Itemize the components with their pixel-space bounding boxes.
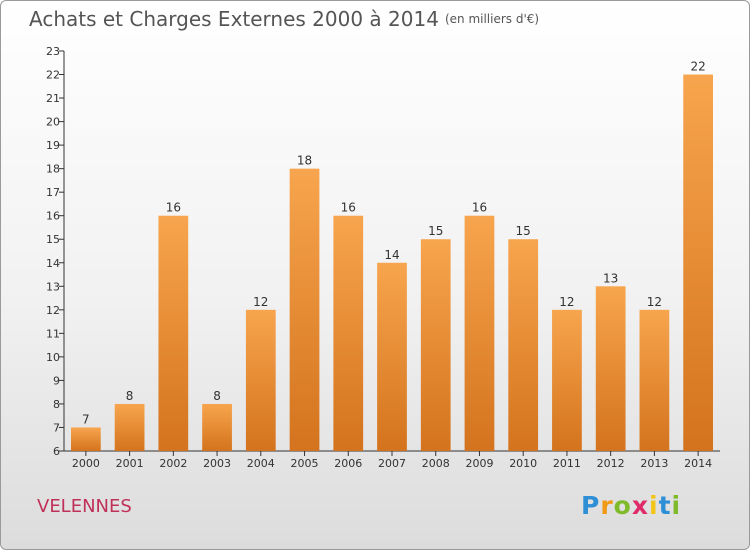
bar xyxy=(158,215,189,451)
data-label: 12 xyxy=(647,295,662,309)
y-tick-label: 9 xyxy=(53,374,60,387)
y-tick-label: 11 xyxy=(46,327,60,340)
logo-letter: i xyxy=(649,491,659,520)
x-tick-label: 2014 xyxy=(684,457,712,470)
x-tick-label: 2008 xyxy=(422,457,450,470)
data-label: 7 xyxy=(82,412,90,426)
bar xyxy=(639,309,670,451)
x-tick-label: 2005 xyxy=(291,457,319,470)
data-label: 8 xyxy=(213,389,221,403)
bar xyxy=(202,403,232,451)
x-tick-label: 2007 xyxy=(378,457,406,470)
y-tick-label: 8 xyxy=(53,398,60,411)
y-tick-label: 17 xyxy=(46,186,60,199)
data-label: 8 xyxy=(126,389,134,403)
bar xyxy=(70,427,101,451)
data-label: 14 xyxy=(384,248,399,262)
y-tick-label: 21 xyxy=(46,92,60,105)
bar xyxy=(595,286,626,451)
y-tick-label: 18 xyxy=(46,163,60,176)
y-tick-label: 19 xyxy=(46,139,60,152)
x-tick-label: 2006 xyxy=(334,457,362,470)
axes: 6 7 8 9 10 11 12 13 14 15 16 17 18 19 20 21 22 23 2000 2001… xyxy=(46,45,720,470)
data-label: 12 xyxy=(253,295,268,309)
logo-letter: P xyxy=(581,491,601,520)
bar xyxy=(333,215,364,451)
y-tick-label: 7 xyxy=(53,421,60,434)
bar xyxy=(552,309,582,451)
x-tick-label: 2009 xyxy=(465,457,493,470)
y-tick-label: 6 xyxy=(53,445,60,458)
x-tick-label: 2013 xyxy=(640,457,668,470)
bar xyxy=(508,239,539,451)
data-label: 13 xyxy=(603,271,618,285)
data-label: 16 xyxy=(166,201,181,215)
chart-title-text: Achats et Charges Externes 2000 à 2014 xyxy=(29,7,439,31)
chart-subtitle: (en milliers d'€) xyxy=(444,12,540,26)
bars: 7 8 16 8 12 18 16 14 15 16 15 12 13 12 22 xyxy=(70,60,714,451)
y-tick-label: 23 xyxy=(46,45,60,58)
x-tick-label: 2011 xyxy=(553,457,581,470)
chart-title: Achats et Charges Externes 2000 à 2014 (e… xyxy=(29,7,539,31)
x-tick-label: 2012 xyxy=(597,457,625,470)
bar xyxy=(683,74,714,451)
x-tick-label: 2003 xyxy=(203,457,231,470)
bar xyxy=(245,309,276,451)
data-label: 22 xyxy=(690,60,705,74)
y-tick-label: 10 xyxy=(46,351,60,364)
data-label: 12 xyxy=(559,295,574,309)
proxiti-logo: Proxiti xyxy=(581,491,681,520)
x-tick-label: 2001 xyxy=(116,457,144,470)
y-tick-label: 22 xyxy=(46,69,60,82)
y-tick-label: 16 xyxy=(46,210,60,223)
data-label: 16 xyxy=(341,201,356,215)
bar xyxy=(114,403,145,451)
y-tick-label: 13 xyxy=(46,280,60,293)
data-label: 15 xyxy=(516,224,531,238)
logo-letter: x xyxy=(631,491,649,520)
bar xyxy=(377,262,407,451)
x-tick-label: 2004 xyxy=(247,457,275,470)
data-label: 16 xyxy=(472,201,487,215)
logo-letter: i xyxy=(671,491,682,520)
logo-letter: r xyxy=(600,491,614,520)
bar xyxy=(464,215,495,451)
y-tick-label: 14 xyxy=(46,257,60,270)
place-name: VELENNES xyxy=(37,496,132,517)
bar xyxy=(289,168,320,451)
logo-letter: o xyxy=(613,491,632,520)
x-tick-label: 2002 xyxy=(159,457,187,470)
logo-letter: t xyxy=(658,491,672,520)
y-tick-label: 15 xyxy=(46,233,60,246)
data-label: 15 xyxy=(428,224,443,238)
y-tick-label: 20 xyxy=(46,116,60,129)
y-tick-label: 12 xyxy=(46,304,60,317)
data-label: 18 xyxy=(297,154,312,168)
x-tick-label: 2010 xyxy=(509,457,537,470)
x-tick-label: 2000 xyxy=(72,457,100,470)
bar xyxy=(420,239,451,451)
